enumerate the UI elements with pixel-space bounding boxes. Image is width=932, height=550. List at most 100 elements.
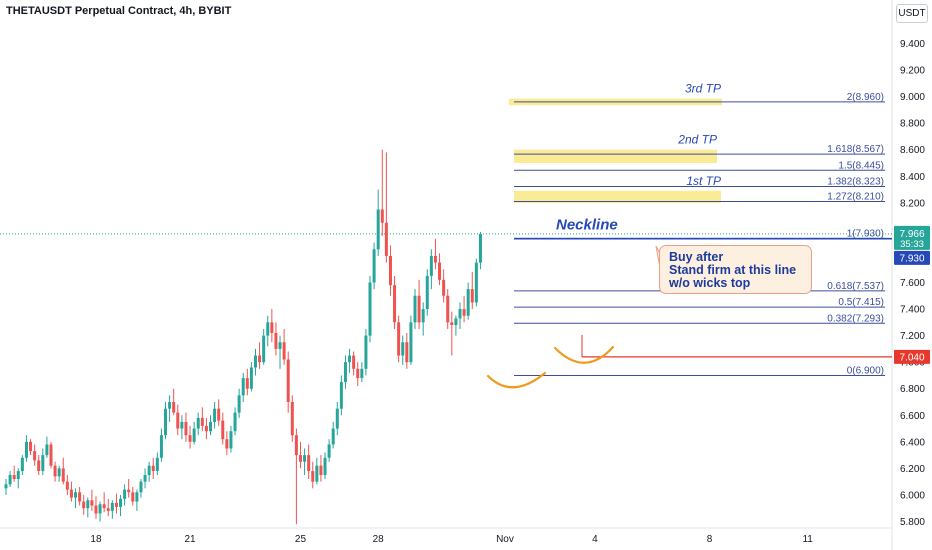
candle-body — [110, 502, 114, 511]
candle-body — [65, 481, 69, 490]
candle-body — [446, 295, 450, 323]
neckline-label: Neckline — [556, 217, 618, 234]
candle-body — [8, 475, 12, 485]
candle-body — [237, 395, 241, 413]
tp-zone-label: 3rd TP — [685, 82, 721, 96]
candle-body — [45, 444, 49, 456]
candle-body — [33, 451, 37, 461]
cup-curve-right — [553, 345, 615, 364]
candle-body — [311, 471, 315, 482]
fib-level-label: 1.5(8.445) — [838, 160, 884, 171]
candle-body — [433, 255, 437, 263]
candle-body — [233, 412, 237, 432]
candle-body — [462, 309, 466, 316]
candle-body — [225, 439, 229, 449]
candle-body — [241, 378, 245, 396]
candle-body — [16, 471, 20, 480]
candle-body — [393, 285, 397, 323]
candle-body — [94, 505, 98, 514]
candle-body — [131, 492, 135, 502]
last-price-badge — [894, 225, 930, 250]
price-tick-label: 9.400 — [900, 39, 925, 50]
candle-body — [139, 481, 143, 493]
note-line-2: Stand firm at this line — [669, 263, 797, 277]
price-tick-label: 8.800 — [900, 119, 925, 130]
candle-body — [327, 444, 331, 458]
candle-body — [24, 441, 28, 458]
price-tick-label: 6.400 — [900, 437, 925, 448]
candle-body — [380, 209, 384, 223]
candle-body — [409, 322, 413, 363]
note-line-1: Buy after — [669, 250, 724, 264]
price-tick-label: 7.600 — [900, 278, 925, 289]
price-tick-label: 7.200 — [900, 331, 925, 342]
price-tick-label: 5.800 — [900, 517, 925, 528]
price-tick-label: 6.200 — [900, 464, 925, 475]
tp-zone — [514, 149, 717, 163]
candle-body — [249, 367, 253, 389]
candle-body — [204, 425, 208, 432]
candle-body — [438, 262, 442, 280]
candle-body — [282, 342, 286, 360]
candle-body — [106, 508, 110, 511]
candle-body — [356, 368, 360, 379]
candle-body — [82, 501, 86, 509]
candle-body — [413, 295, 417, 323]
candle-body — [384, 222, 388, 256]
candle-body — [127, 489, 131, 493]
candle-body — [200, 417, 204, 426]
time-tick-label: 18 — [90, 534, 102, 545]
candle-body — [172, 402, 176, 413]
candle-body — [466, 289, 470, 316]
price-tick-label: 8.200 — [900, 198, 925, 209]
price-tick-label: 9.000 — [900, 92, 925, 103]
candle-body — [270, 322, 274, 333]
candle-body — [49, 444, 53, 466]
fib-level-label: 1.618(8.567) — [827, 144, 884, 155]
candle-body — [209, 421, 212, 432]
candle-body — [12, 475, 16, 480]
candle-body — [176, 412, 180, 429]
candle-body — [98, 504, 102, 514]
candle-body — [78, 492, 82, 502]
candle-body — [253, 355, 257, 368]
candle-body — [168, 402, 172, 409]
price-tick-label: 6.800 — [900, 384, 925, 395]
price-tick-label: 6.000 — [900, 490, 925, 501]
last-price-value: 7.966 — [899, 229, 924, 240]
candle-body — [258, 355, 262, 363]
candle-body — [376, 209, 380, 250]
price-tick-label: 8.600 — [900, 145, 925, 156]
candle-body — [458, 309, 462, 319]
price-tick-label: 6.600 — [900, 411, 925, 422]
fib-level-label: 2(8.960) — [847, 92, 884, 103]
price-badge-label: 7.040 — [899, 352, 924, 363]
time-tick-label: 11 — [802, 534, 813, 545]
candle-body — [298, 455, 302, 462]
candle-body — [188, 435, 192, 442]
price-tick-label: 7.400 — [900, 305, 925, 316]
candle-body — [348, 355, 352, 363]
buy-note-annotation[interactable]: Buy after Stand firm at this line w/o wi… — [659, 245, 812, 294]
candle-body — [335, 408, 339, 429]
candle-body — [86, 500, 90, 509]
candle-body — [401, 342, 405, 356]
candle-body — [319, 465, 323, 476]
fib-level-label: 0.382(7.293) — [827, 313, 884, 324]
candle-body — [229, 431, 233, 449]
candle-body — [147, 465, 151, 476]
price-badge — [894, 349, 930, 364]
candle-body — [20, 457, 24, 472]
price-tick-label: 9.200 — [900, 66, 925, 77]
candle-body — [159, 435, 163, 458]
candle-body — [123, 489, 127, 499]
candle-body — [454, 318, 458, 325]
candle-body — [262, 335, 266, 363]
time-tick-label: 21 — [184, 534, 196, 545]
fib-level-label: 0.5(7.415) — [838, 297, 884, 308]
currency-button[interactable]: USDT — [896, 4, 928, 23]
candle-body — [61, 468, 65, 482]
candle-body — [425, 275, 429, 310]
